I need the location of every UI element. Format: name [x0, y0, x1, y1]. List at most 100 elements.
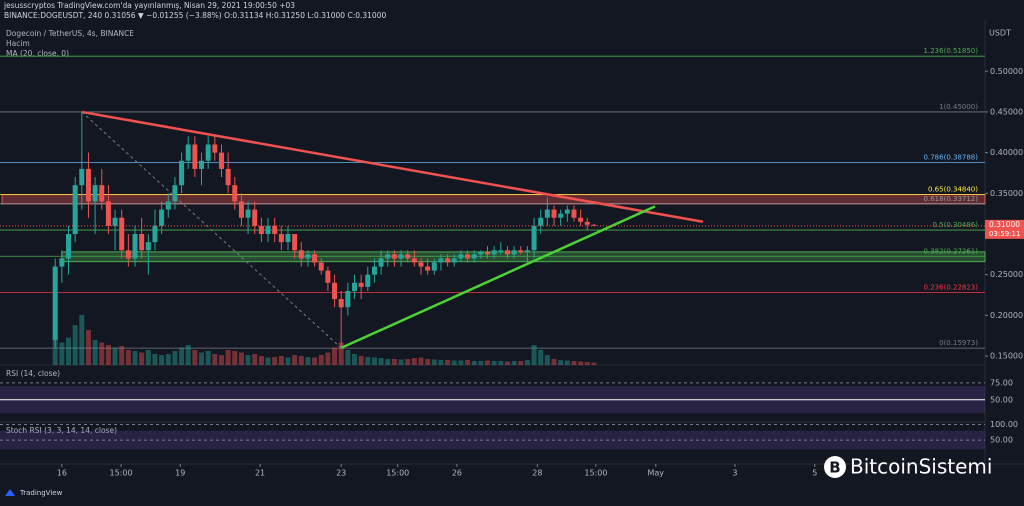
- last-price-tag: [985, 219, 1024, 239]
- time-tick-label: 3: [732, 469, 737, 478]
- volume-bar: [59, 342, 65, 365]
- candle-body: [378, 258, 384, 267]
- watermark: BitcoinSistemi: [850, 455, 992, 479]
- volume-bar: [558, 360, 564, 365]
- candle-body: [531, 225, 537, 251]
- candle-body: [584, 221, 590, 225]
- candle-body: [132, 233, 138, 259]
- logo: [5, 489, 15, 496]
- price-tick-label: 0.20000: [990, 311, 1023, 320]
- candle-body: [245, 209, 251, 218]
- candle-body: [179, 160, 185, 186]
- candle-body: [125, 250, 131, 259]
- candle-body: [498, 250, 504, 252]
- volume-bar: [358, 356, 364, 365]
- footer: TradingView: [19, 489, 63, 497]
- zone: [61, 251, 986, 263]
- footer-bg: [0, 484, 80, 502]
- volume-bar: [165, 354, 171, 365]
- candle-body: [92, 185, 98, 202]
- fib-label: 0(0.15973): [939, 339, 978, 347]
- volume-bar: [245, 355, 251, 365]
- volume-bar: [371, 357, 377, 365]
- candle-body: [119, 217, 125, 251]
- volume-bar: [584, 362, 590, 365]
- candle-body: [278, 233, 284, 243]
- volume-bar: [411, 358, 417, 365]
- candle-body: [591, 224, 597, 226]
- volume-bar: [218, 355, 224, 365]
- fib-label: 0.5(0.30486): [932, 221, 978, 229]
- price-tick-label: 0.25000: [990, 270, 1023, 279]
- fib-label: 0.236(0.22823): [924, 283, 979, 291]
- candle-body: [511, 250, 517, 255]
- pane-title: Stoch RSI (3, 3, 14, 14, close): [6, 426, 117, 435]
- volume-bar: [265, 357, 271, 365]
- volume-bar: [199, 352, 205, 365]
- pane-tick-label: 50.00: [990, 395, 1013, 404]
- volume-bar: [564, 360, 570, 365]
- candle-body: [571, 209, 577, 218]
- pane-title: RSI (14, close): [6, 369, 60, 378]
- candle-body: [445, 258, 451, 263]
- candle-body: [551, 209, 557, 218]
- candle-body: [272, 225, 278, 234]
- fib-label: 0.786(0.38788): [924, 153, 979, 161]
- candle-body: [165, 201, 171, 210]
- volume-bar: [285, 357, 291, 365]
- volume-bar: [159, 355, 165, 365]
- time-tick-label: 26: [452, 469, 462, 478]
- candle-body: [318, 262, 324, 271]
- candle-body: [212, 144, 218, 153]
- candle-body: [518, 250, 524, 252]
- candle-body: [152, 225, 158, 243]
- candle-body: [465, 254, 471, 259]
- candle-body: [418, 262, 424, 267]
- time-tick-label: 15:00: [584, 469, 607, 478]
- legend-item: Dogecoin / TetherUS, 4s, BINANCE: [6, 29, 134, 38]
- candle-body: [185, 144, 191, 161]
- price-tick-label: 0.35000: [990, 189, 1023, 198]
- legend-item: Hacim: [6, 39, 30, 48]
- volume-bar: [571, 361, 577, 365]
- candle-body: [391, 254, 397, 259]
- candle-body: [325, 270, 331, 283]
- candle-body: [99, 185, 105, 202]
- candle-body: [145, 242, 151, 251]
- volume-bar: [478, 361, 484, 365]
- volume-bar: [511, 361, 517, 365]
- volume-bar: [451, 360, 457, 365]
- volume-bar: [79, 315, 85, 365]
- volume-bar: [179, 347, 185, 365]
- time-tick-label: 19: [175, 469, 185, 478]
- volume-bar: [345, 350, 351, 365]
- candle-body: [358, 282, 364, 287]
- volume-bar: [591, 362, 597, 365]
- candle-body: [305, 254, 311, 259]
- volume-bar: [504, 361, 510, 365]
- svg-text:B: B: [829, 459, 840, 477]
- volume-bar: [471, 361, 477, 365]
- trendline: [81, 111, 342, 349]
- time-tick-label: 16: [57, 469, 67, 478]
- candle-body: [205, 144, 211, 161]
- candle-body: [292, 233, 298, 251]
- volume-bar: [325, 352, 331, 365]
- volume-bar: [205, 351, 211, 365]
- volume-bar: [112, 347, 118, 365]
- volume-bar: [212, 354, 218, 365]
- volume-bar: [152, 354, 158, 365]
- volume-bar: [66, 337, 72, 365]
- header-line2: BINANCE:DOGEUSDT, 240 0.31056 ▼ −0.01255…: [4, 11, 386, 20]
- candle-body: [351, 282, 357, 291]
- fib-label: 1.236(0.51850): [924, 47, 979, 55]
- volume-bar: [498, 361, 504, 365]
- volume-bar: [139, 352, 145, 365]
- volume-bar: [99, 342, 105, 365]
- volume-bar: [538, 350, 544, 365]
- candle-body: [172, 185, 178, 202]
- candle-body: [524, 250, 530, 252]
- volume-bar: [318, 355, 324, 365]
- candle-body: [471, 254, 477, 259]
- volume-bar: [485, 360, 491, 365]
